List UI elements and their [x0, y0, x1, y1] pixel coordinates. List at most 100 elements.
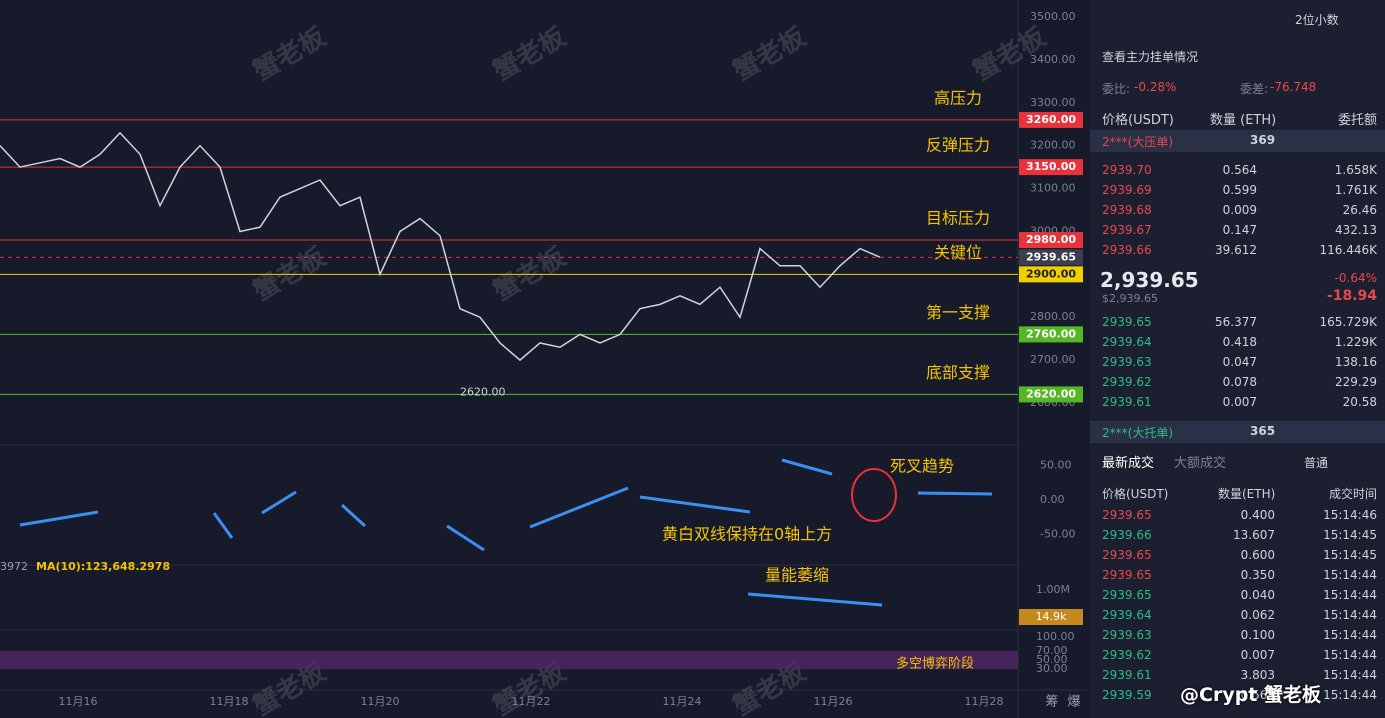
main-orders-link[interactable]: 查看主力挂单情况: [1102, 50, 1199, 64]
level-price: 2760.00: [1026, 327, 1076, 340]
big-bid-amount: 365: [1250, 424, 1276, 438]
price: 2939.66: [1102, 243, 1152, 257]
price-line: [0, 131, 881, 362]
price-tick-label: 3500.00: [1030, 10, 1076, 23]
level-name: 关键位: [934, 243, 982, 262]
amount: 26.46: [1342, 203, 1377, 217]
big-ask-amount: 369: [1250, 133, 1276, 147]
qty: 39.612: [1215, 243, 1257, 257]
trade-time: 15:14:45: [1323, 548, 1377, 562]
trade-time: 15:14:44: [1323, 668, 1377, 682]
rsi-band: [0, 650, 1018, 670]
trade-price: 2939.64: [1102, 608, 1152, 622]
precision-select[interactable]: 2位小数: [1295, 13, 1339, 27]
qty: 0.007: [1222, 395, 1257, 409]
qty: 0.418: [1222, 335, 1257, 349]
qty: 0.599: [1222, 183, 1257, 197]
side-panel: 2位小数 查看主力挂单情况 委比: -0.28% 委差: -76.748 价格(USDT) 数…: [1090, 0, 1385, 718]
trade-price: 2939.65: [1102, 548, 1152, 562]
trade-time: 15:14:44: [1323, 648, 1377, 662]
filter[interactable]: 普通: [1304, 456, 1329, 470]
price: 2939.67: [1102, 223, 1152, 237]
amount: 116.446K: [1319, 243, 1378, 257]
qty: 0.147: [1222, 223, 1257, 237]
amount: 165.729K: [1319, 315, 1378, 329]
rsi-tick-label: 100.00: [1036, 630, 1075, 643]
trade-time: 15:14:44: [1323, 588, 1377, 602]
level-badge: [1019, 232, 1083, 249]
ratio-label: 委比:: [1102, 82, 1131, 96]
price-tick-label: 3100.00: [1030, 182, 1076, 195]
trade-time: 15:14:44: [1323, 608, 1377, 622]
trade-time: 15:14:46: [1323, 508, 1377, 522]
trade-price: 2939.61: [1102, 668, 1152, 682]
level-badge: [1019, 111, 1083, 128]
trade-price: 2939.59: [1102, 688, 1152, 702]
trade-qty: 0.400: [1240, 508, 1275, 522]
date-label: 11月26: [814, 695, 853, 708]
annotation: 多空博弈阶段: [896, 656, 974, 672]
trade-qty: 0.350: [1240, 568, 1275, 582]
qty: 0.564: [1222, 163, 1257, 177]
price: 2939.64: [1102, 335, 1152, 349]
price: 2939.69: [1102, 183, 1152, 197]
trade-price: 2939.63: [1102, 628, 1152, 642]
level-price: 2900.00: [1026, 267, 1076, 280]
tab[interactable]: 最新成交: [1102, 456, 1155, 471]
low-label: 2620.00: [460, 385, 506, 398]
date-label: 11月20: [361, 695, 400, 708]
trade-time: 15:14:45: [1323, 528, 1377, 542]
trade-qty: 13.607: [1233, 528, 1275, 542]
tool-icon[interactable]: 爆: [1067, 695, 1080, 710]
amount: 229.29: [1335, 375, 1377, 389]
last-usd: $2,939.65: [1102, 292, 1158, 305]
level-name: 高压力: [934, 88, 982, 107]
macd-tick-label: -50.00: [1040, 528, 1075, 541]
col-header: 成交时间: [1328, 487, 1377, 501]
date-label: 11月28: [965, 695, 1004, 708]
price: 2939.68: [1102, 203, 1152, 217]
tool-icon[interactable]: 筹: [1045, 694, 1058, 710]
trade-qty: 3.803: [1240, 668, 1275, 682]
last-price: 2,939.65: [1100, 268, 1199, 292]
level-name: 底部支撑: [926, 363, 990, 382]
volume-current: 14.9k: [1036, 610, 1067, 623]
current-price: 2939.65: [1026, 250, 1076, 263]
trade-price: 2939.62: [1102, 648, 1152, 662]
level-badge: [1019, 326, 1083, 343]
price-tick-label: 2700.00: [1030, 353, 1076, 366]
col-header: 数量 (ETH): [1210, 113, 1277, 128]
level-badge: [1019, 386, 1083, 403]
amount: 20.58: [1342, 395, 1377, 409]
col-header: 委托额: [1337, 113, 1377, 128]
col-header: 价格(USDT): [1102, 487, 1169, 501]
tab[interactable]: 大额成交: [1174, 456, 1227, 471]
death-cross-circle: [851, 468, 897, 522]
ratio: -0.28%: [1134, 80, 1177, 94]
trade-time: 15:14:44: [1323, 688, 1377, 702]
price-tick-label: 3400.00: [1030, 53, 1076, 66]
rsi-tick-label: 70.00: [1036, 644, 1068, 657]
price-tick-label: 3300.00: [1030, 96, 1076, 109]
big-order-bar: [1090, 130, 1385, 152]
level-price: 2980.00: [1026, 233, 1076, 246]
date-label: 11月18: [210, 695, 249, 708]
qty: 0.009: [1222, 203, 1257, 217]
trade-qty: 0.600: [1240, 548, 1275, 562]
price-tick-label: 3200.00: [1030, 139, 1076, 152]
change-pct: -0.64%: [1334, 271, 1377, 285]
level-name: 反弹压力: [926, 136, 990, 155]
price: 2939.65: [1102, 315, 1152, 329]
level-price: 2620.00: [1026, 387, 1076, 400]
level-badge: [1019, 266, 1083, 283]
amount: 1.229K: [1334, 335, 1377, 349]
chart-bg: [0, 0, 1088, 718]
level-name: 目标压力: [926, 209, 990, 228]
trade-qty: 0.564: [1240, 688, 1275, 702]
level-price: 3260.00: [1026, 113, 1076, 126]
rsi-tick-label: 30.00: [1036, 662, 1068, 675]
rsi-tick-label: 50.00: [1036, 653, 1068, 666]
trade-qty: 0.062: [1240, 608, 1275, 622]
level-price: 3150.00: [1026, 160, 1076, 173]
volume-ma: 3972: [0, 560, 28, 573]
